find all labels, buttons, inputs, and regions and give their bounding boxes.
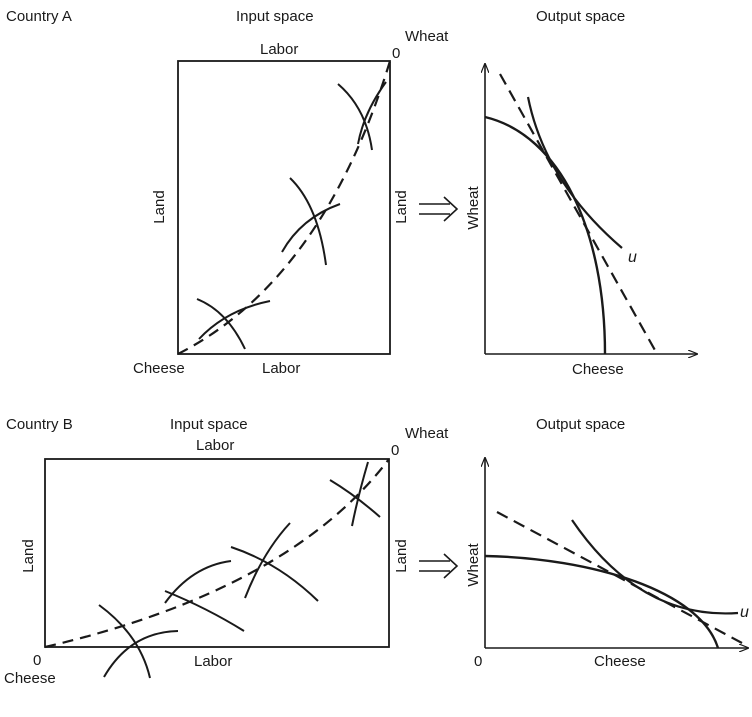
country-a-edgeworth-box (177, 60, 391, 355)
country-a-output-y-label: Wheat (465, 185, 482, 229)
country-a-panel: Country A Input space Output space Labor… (6, 8, 697, 378)
country-b-origin-bottom-zero: 0 (33, 652, 41, 669)
country-a-box-top-label: Labor (260, 41, 298, 58)
country-b-isoquant-pair (164, 560, 245, 632)
country-a-output-space-title: Output space (536, 8, 625, 25)
country-b-output-space-title: Output space (536, 416, 625, 433)
country-b-box-right-label: Land (393, 539, 410, 572)
country-a-output-x-label: Cheese (572, 361, 624, 378)
country-a-indifference-curve (526, 96, 623, 249)
country-b-isoquant-pair (329, 461, 381, 527)
country-b-curve-label: u (740, 604, 749, 621)
country-b-box-left-label: Land (20, 539, 37, 572)
country-a-origin-top: 0 (392, 45, 400, 62)
country-a-isoquant-pair (281, 177, 341, 266)
country-b-contract-curve (44, 458, 390, 649)
double-right-arrow-icon (419, 553, 459, 579)
country-b-edgeworth-box (44, 458, 390, 648)
country-b-origin-top: 0 (391, 442, 399, 459)
country-a-isoquant-pair (196, 298, 271, 350)
country-b-input-space-title: Input space (170, 416, 248, 433)
country-a-production-frontier (484, 115, 607, 355)
country-a-origin-bottom: Cheese (133, 360, 185, 377)
country-a-box-bottom-label: Labor (262, 360, 300, 377)
country-a-box-right-label: Land (393, 190, 410, 223)
country-b-panel: Country B Input space Output space Labor… (4, 416, 749, 687)
country-b-origin-bottom: Cheese (4, 670, 56, 687)
country-b-box-bottom-label: Labor (194, 653, 232, 670)
country-a-curve-label: u (628, 249, 637, 266)
country-a-origin-top-good: Wheat (405, 28, 449, 45)
country-a-input-space-title: Input space (236, 8, 314, 25)
country-b-price-line (496, 511, 743, 644)
country-a-isoquant-pair (337, 81, 387, 151)
double-right-arrow-icon (419, 196, 459, 222)
country-b-output-y-label: Wheat (465, 542, 482, 586)
country-b-indifference-curve (571, 519, 739, 615)
country-a-title: Country A (6, 8, 72, 25)
country-b-isoquant-pair (230, 522, 319, 602)
country-a-price-line (499, 73, 657, 353)
country-b-origin-top-good: Wheat (405, 425, 449, 442)
country-b-output-origin: 0 (474, 653, 482, 670)
country-b-title: Country B (6, 416, 73, 433)
country-b-output-x-label: Cheese (594, 653, 646, 670)
country-a-contract-curve (177, 60, 392, 355)
country-b-production-frontier (484, 554, 720, 649)
country-b-box-top-label: Labor (196, 437, 234, 454)
country-b-isoquant-pair (98, 604, 179, 679)
country-a-box-left-label: Land (151, 190, 168, 223)
